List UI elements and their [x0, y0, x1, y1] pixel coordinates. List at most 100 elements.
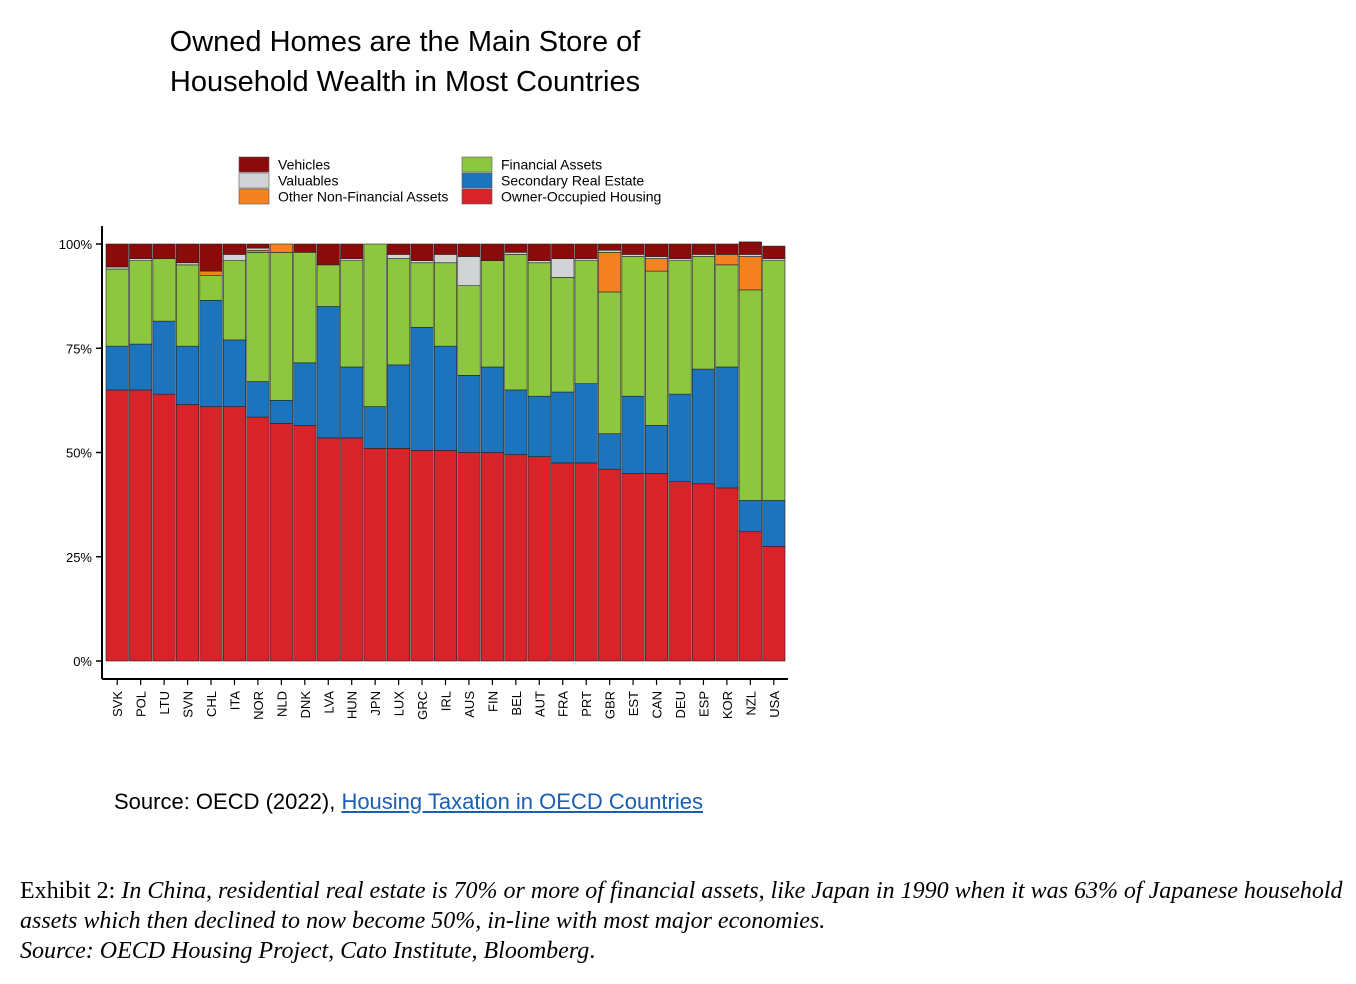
bar-nld	[269, 243, 293, 662]
bar-est	[621, 243, 645, 662]
bar-segment-financial-assets	[480, 260, 504, 368]
bar-segment-vehicles	[457, 243, 481, 257]
bar-segment-secondary-real-estate	[504, 389, 528, 455]
bar-segment-other-non-financial-assets	[738, 256, 762, 291]
bar-segment-valuables	[410, 260, 434, 264]
bar-segment-secondary-real-estate	[598, 433, 622, 470]
y-tick-label: 75%	[66, 341, 92, 356]
bar-segment-secondary-real-estate	[551, 391, 575, 464]
bar-segment-valuables	[504, 252, 528, 255]
bar-segment-financial-assets	[691, 256, 715, 370]
bar-segment-owner-occupied-housing	[457, 452, 481, 662]
legend-item-owner-occupied-housing: Owner-Occupied Housing	[461, 189, 661, 205]
bar-segment-financial-assets	[363, 243, 387, 407]
legend-label: Other Non-Financial Assets	[278, 189, 448, 205]
legend-item-secondary-real-estate: Secondary Real Estate	[461, 172, 644, 189]
bar-segment-owner-occupied-housing	[621, 473, 645, 662]
bar-segment-secondary-real-estate	[105, 345, 129, 391]
bar-segment-vehicles	[129, 243, 153, 259]
caption-body: In China, residential real estate is 70%…	[20, 878, 1343, 934]
bar-segment-owner-occupied-housing	[410, 450, 434, 662]
bar-segment-valuables	[246, 247, 270, 251]
bar-segment-valuables	[738, 254, 762, 257]
x-tick-label: NZL	[743, 691, 758, 716]
bar-segment-valuables	[222, 254, 246, 261]
bar-segment-valuables	[668, 258, 692, 261]
bar-segment-vehicles	[527, 243, 551, 261]
source-link[interactable]: Housing Taxation in OECD Countries	[341, 789, 703, 814]
bar-segment-valuables	[176, 262, 200, 266]
x-tick-label: NOR	[251, 691, 266, 720]
bar-segment-secondary-real-estate	[410, 327, 434, 451]
bar-segment-vehicles	[715, 243, 739, 255]
x-tick-label: USA	[767, 691, 782, 718]
bar-segment-vehicles	[504, 243, 528, 253]
bar-segment-vehicles	[480, 243, 504, 261]
legend-swatch	[461, 172, 493, 189]
x-tick-label: FIN	[485, 691, 500, 712]
bar-segment-secondary-real-estate	[199, 299, 223, 407]
y-tick-label: 100%	[59, 237, 93, 252]
bar-segment-vehicles	[551, 243, 575, 259]
bar-segment-secondary-real-estate	[222, 339, 246, 407]
bar-segment-vehicles	[691, 243, 715, 255]
bar-segment-financial-assets	[457, 285, 481, 376]
bar-segment-owner-occupied-housing	[152, 393, 176, 662]
bar-segment-financial-assets	[504, 254, 528, 391]
x-tick-label: AUS	[462, 691, 477, 718]
bar-segment-financial-assets	[316, 264, 340, 307]
bar-segment-secondary-real-estate	[340, 366, 364, 439]
bar-segment-vehicles	[199, 243, 223, 272]
x-tick-label: IRL	[439, 691, 454, 711]
bar-segment-owner-occupied-housing	[269, 423, 293, 662]
exhibit-caption: Exhibit 2: In China, residential real es…	[20, 876, 1350, 966]
bar-svk	[105, 243, 129, 662]
bar-aus	[457, 243, 481, 662]
bar-segment-owner-occupied-housing	[222, 406, 246, 662]
bar-segment-secondary-real-estate	[645, 425, 669, 474]
bar-kor	[715, 243, 739, 662]
legend-swatch	[238, 156, 270, 173]
bar-gbr	[598, 243, 622, 662]
y-tick-label: 50%	[66, 446, 92, 461]
bar-segment-owner-occupied-housing	[551, 462, 575, 662]
bar-segment-vehicles	[621, 243, 645, 255]
source-prefix: Source: OECD (2022),	[114, 789, 342, 814]
bar-segment-financial-assets	[715, 264, 739, 368]
bar-lux	[387, 243, 411, 662]
bar-segment-financial-assets	[738, 289, 762, 501]
bar-segment-secondary-real-estate	[269, 400, 293, 424]
bar-segment-owner-occupied-housing	[480, 452, 504, 662]
bar-segment-valuables	[645, 256, 669, 259]
caption-source-end: .	[589, 938, 596, 964]
bar-segment-other-non-financial-assets	[715, 254, 739, 266]
legend-item-valuables: Valuables	[238, 172, 338, 189]
bar-segment-valuables	[598, 249, 622, 253]
bar-irl	[433, 243, 458, 662]
bar-segment-other-non-financial-assets	[246, 249, 270, 253]
bar-segment-vehicles	[105, 243, 129, 268]
bar-segment-owner-occupied-housing	[387, 448, 411, 662]
x-tick-label: BEL	[509, 691, 524, 716]
x-tick-label: NLD	[274, 691, 289, 717]
bar-prt	[574, 243, 598, 662]
x-tick-label: EST	[626, 691, 641, 716]
x-tick-label: ITA	[227, 691, 242, 711]
bar-fin	[480, 243, 504, 662]
bar-segment-valuables	[551, 258, 575, 278]
bar-segment-financial-assets	[433, 262, 458, 347]
bar-lva	[316, 243, 340, 662]
bar-segment-secondary-real-estate	[668, 393, 692, 482]
bar-segment-vehicles	[410, 243, 434, 261]
y-tick-label: 0%	[73, 654, 92, 669]
legend-label: Valuables	[278, 173, 338, 189]
bar-segment-owner-occupied-housing	[527, 456, 551, 662]
bar-segment-secondary-real-estate	[433, 345, 458, 451]
bar-segment-vehicles	[574, 243, 598, 259]
legend-swatch	[238, 172, 270, 189]
legend-swatch	[238, 188, 270, 205]
bar-segment-valuables	[105, 266, 129, 270]
bar-segment-financial-assets	[551, 277, 575, 393]
